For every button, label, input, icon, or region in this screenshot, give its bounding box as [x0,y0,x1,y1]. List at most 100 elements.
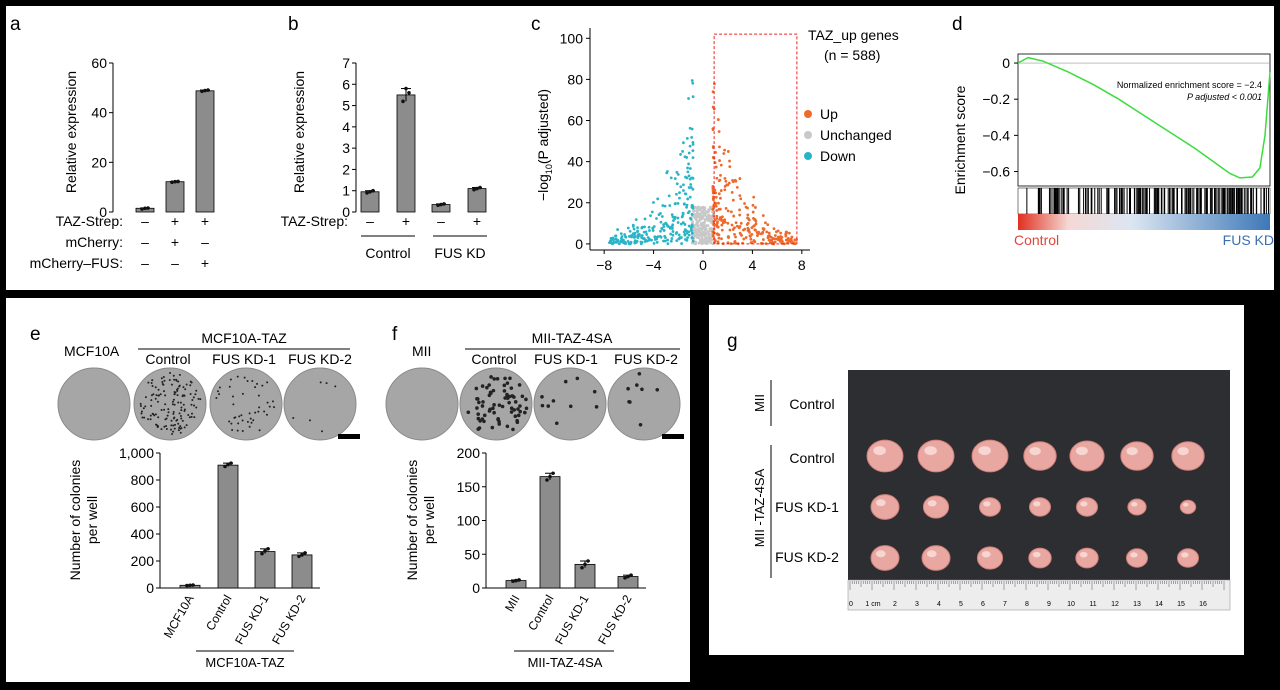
panel-c-point-unchanged [709,239,712,242]
panel-c-point-down [635,240,639,243]
panel-c-point-up [726,235,730,239]
pe-colony [175,379,178,382]
ruler-number: 4 [937,601,941,608]
panel-c-point-down [614,234,618,238]
tumor [1069,440,1105,472]
pf-colony [497,403,502,407]
panel-c-point-up [720,237,723,241]
pe-colony [258,429,261,432]
pf-bar [574,563,596,589]
panel-c-point-down [689,226,693,230]
panel-a-row-label: mCherry: [65,234,123,250]
pe-colony [155,423,158,426]
tumor [870,494,900,520]
pe-colony [193,416,196,419]
panel-c-point-up [746,213,750,217]
panel-d-ranked-list-bar [1018,214,1270,230]
ruler-number: 10 [1067,601,1075,608]
panel-c-point-up [718,217,721,221]
panel-c-point-down [650,238,653,242]
tumor-highlight [978,446,991,456]
tumor [971,439,1009,473]
pe-colony [162,383,165,386]
pe-colony [161,380,164,383]
pe-y-tick-label: 800 [131,472,155,488]
pf-colony [490,425,495,430]
panel-c-point-down [685,136,689,140]
panel-c-point-up [711,186,715,190]
panel-c-point-unchanged [695,233,699,237]
pf-colony [512,408,517,412]
pe-colony [172,430,175,433]
panel-d-control-label: Control [1014,232,1059,248]
panel-c-point-up [735,185,739,189]
pf-colony [503,376,507,381]
pe-colony [325,382,328,385]
panel-c-point-down [679,185,683,189]
panel-c-y-tick-label: 60 [567,113,583,129]
ruler-number: 12 [1111,601,1119,608]
panel-c-point-unchanged [699,213,702,217]
pf-colony [474,386,479,391]
panel-c-taz-up-box [713,33,798,245]
panel-c-point-up [717,130,721,133]
pe-data-point [297,554,301,559]
panel-d-y-tick-label: −0.6 [982,164,1010,180]
panel-c-point-down [670,213,674,217]
panel-c-point-down [666,238,670,242]
pb-y-tick-label: 1 [342,183,350,199]
panel-c-point-down [685,231,689,235]
panel-c-point-down [645,239,649,243]
panel-f-col-label: FUS KD-1 [534,351,598,367]
panel-b-chart: Relative expression 0 1 2 3 4 5 6 7 TAZ-Strep: – +… [281,55,487,261]
panel-c-point-up [728,165,732,169]
pe-colony [228,385,231,388]
pe-colony [194,393,197,396]
panel-c-point-down [691,156,695,160]
pe-colony [182,386,185,389]
tumor [1023,441,1057,471]
tumor-highlight [1079,551,1088,558]
panel-c-point-up [738,208,741,212]
panel-c-point-unchanged [701,226,705,229]
panel-g-group-2: MII -TAZ-4SA [752,468,767,547]
panel-c-point-up [751,203,755,207]
pf-colony [524,397,528,402]
panel-c-point-down [684,192,688,196]
pb-y-tick-label: 5 [342,98,350,114]
pf-colony [524,406,529,411]
pa-data-point [170,180,174,184]
pa-bar [165,181,185,213]
panel-c-point-down [683,155,687,159]
pe-colony [173,403,176,406]
tumor-photo-background [848,370,1230,582]
panel-c-point-down [679,152,682,156]
panel-c-point-unchanged [697,228,700,231]
ruler-number: 5 [959,601,963,608]
pe-colony [189,384,192,387]
panel-c-point-down [679,222,683,226]
pf-colony [481,400,485,404]
panel-d-annotation-p: P adjusted < 0.001 [1187,92,1262,102]
panel-c-point-unchanged [703,220,707,224]
panel-c-point-unchanged [700,242,704,246]
panel-c-point-unchanged [702,233,705,237]
pf-colony [505,381,510,385]
panel-c-point-down [662,229,666,232]
pe-colony [190,403,193,406]
pe-colony [172,410,175,413]
panel-g-tumors: MII MII -TAZ-4SA Control Control FUS KD-… [752,370,1231,611]
panel-c-point-down [659,220,663,224]
panel-a-sign: – [201,234,209,250]
pb-y-tick-label: 2 [342,161,350,177]
pb-data-point [401,99,405,104]
panel-c-point-down [682,183,685,187]
panel-c-point-up [750,232,754,236]
pe-colony [171,400,174,403]
panel-c-point-unchanged [709,241,713,245]
pe-colony [173,427,176,430]
panel-c-point-up [778,239,782,243]
panel-c-point-up [783,242,786,246]
pf-y-tick-label: 200 [457,445,481,461]
